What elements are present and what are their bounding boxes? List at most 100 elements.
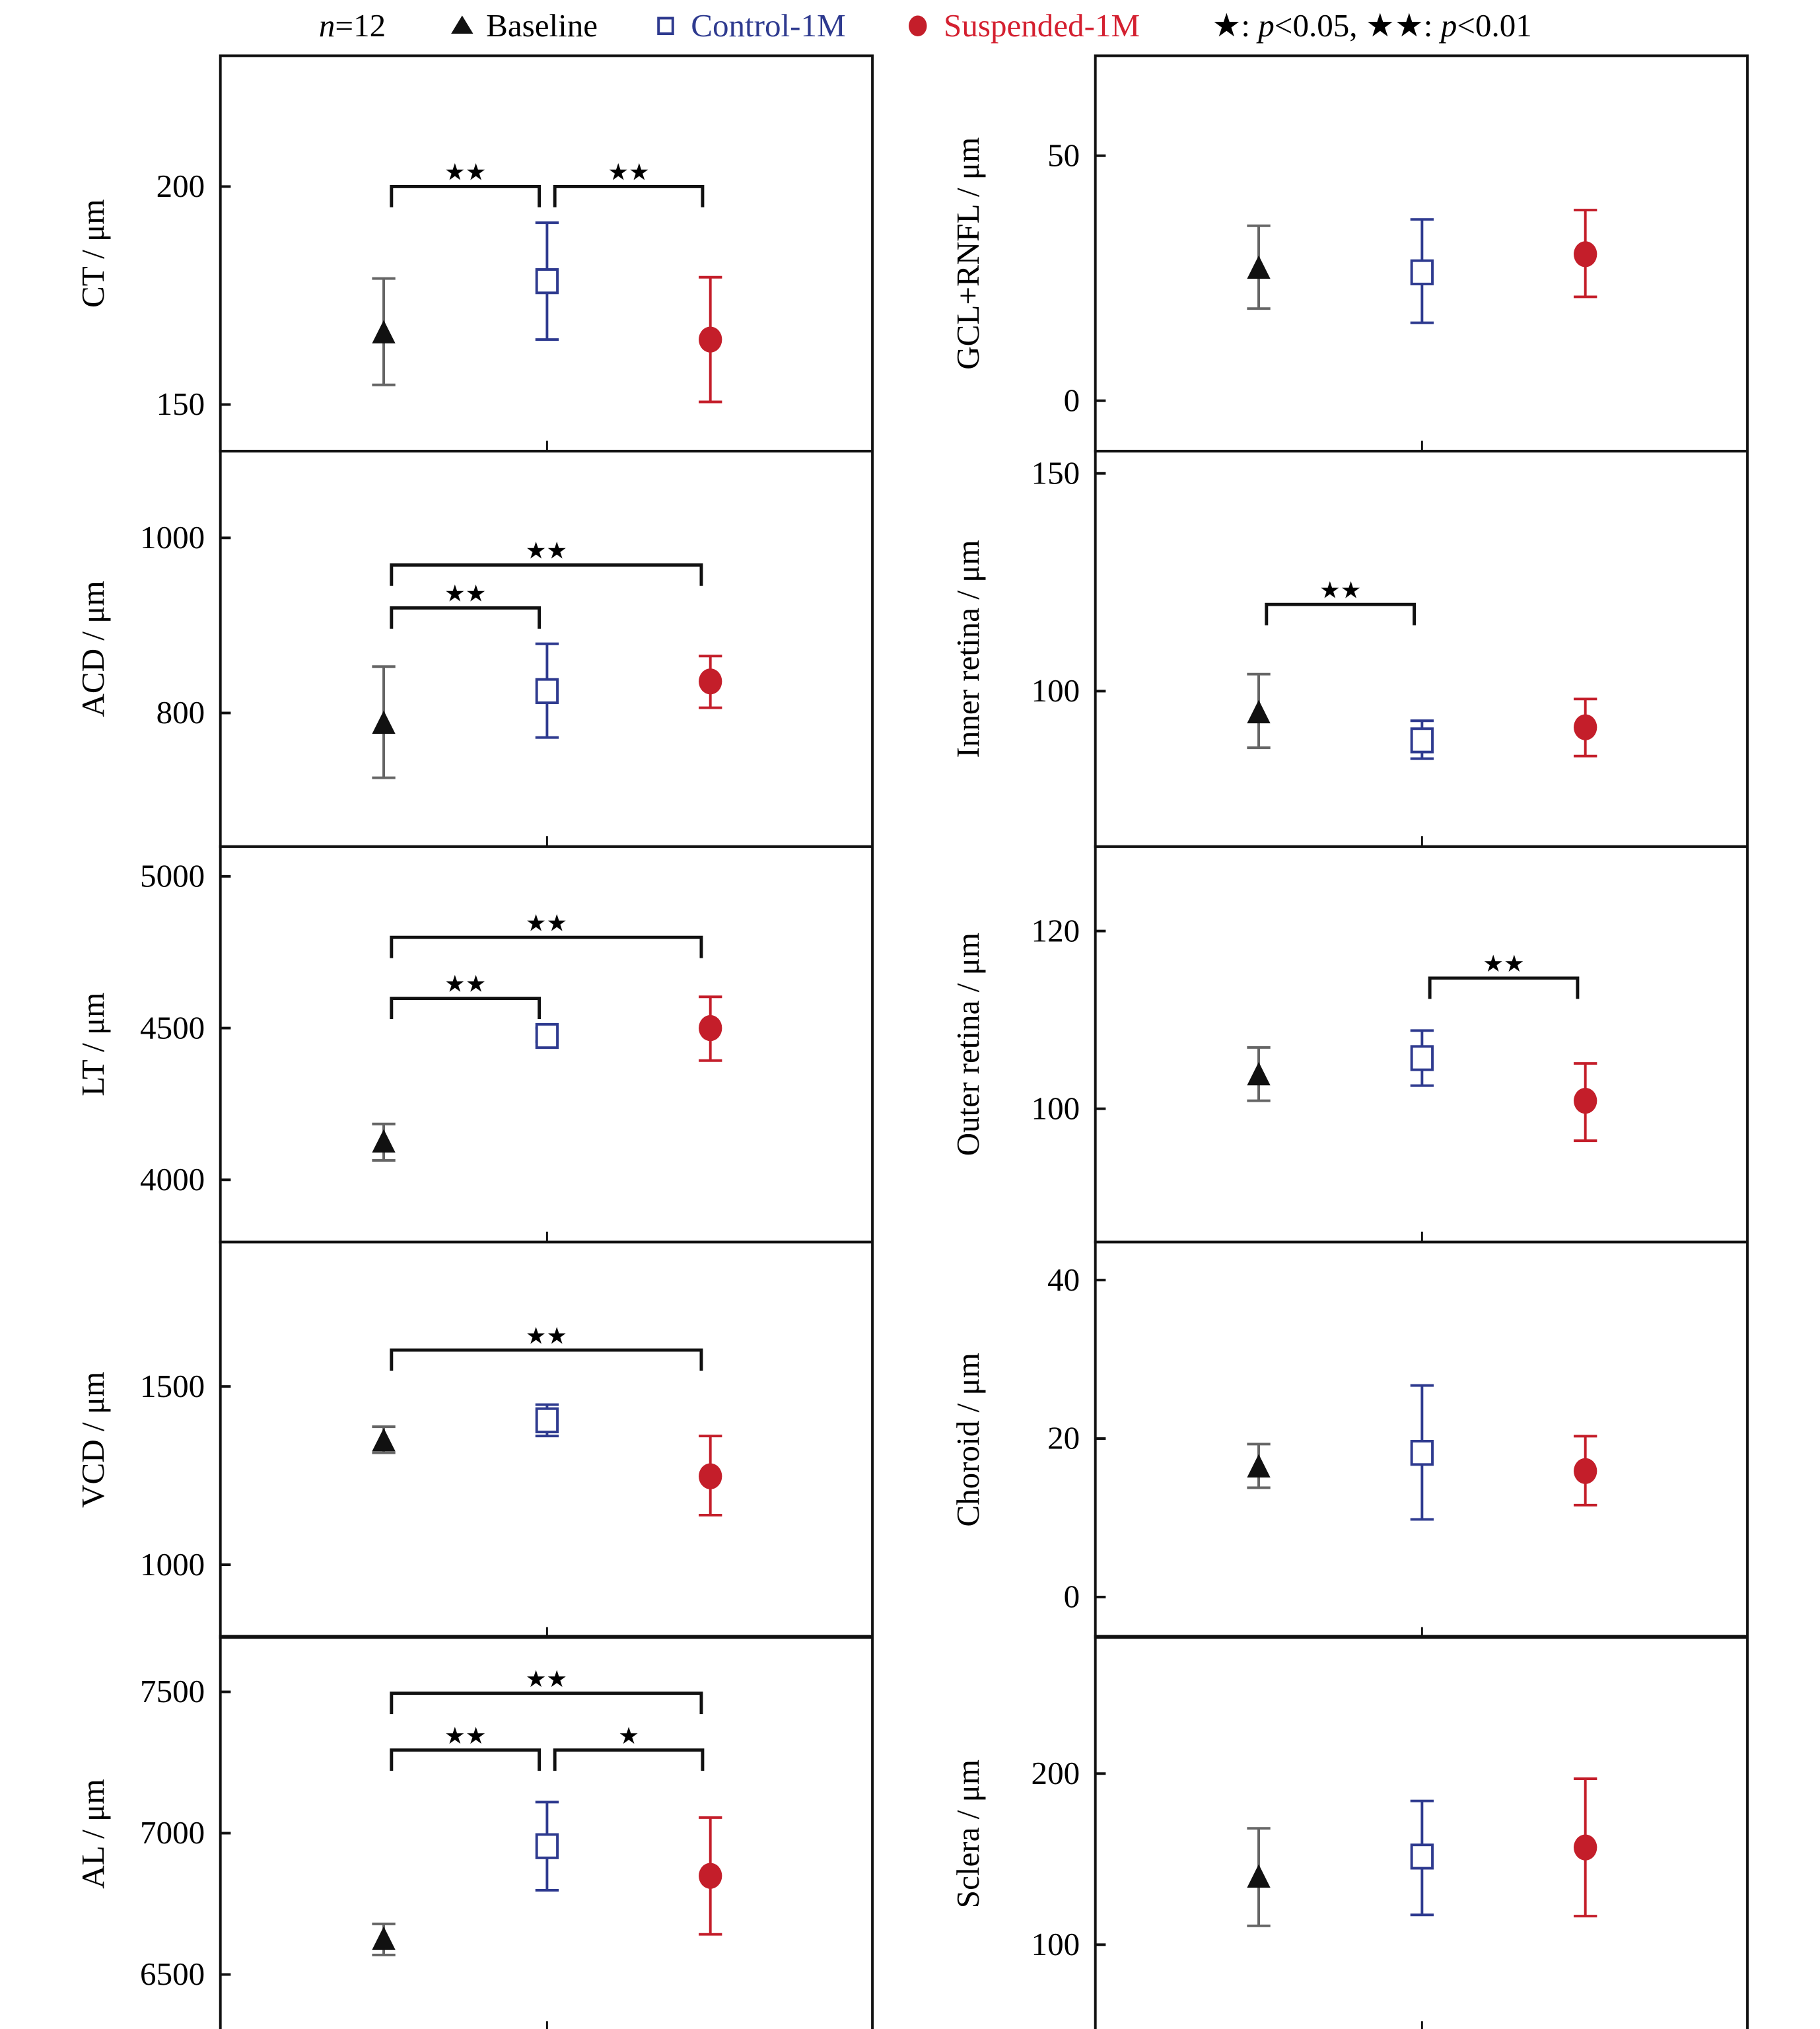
y-tick-label: 7000 bbox=[140, 1814, 205, 1851]
significance-bracket: ★★ bbox=[390, 1322, 703, 1371]
significance-label: ★ bbox=[618, 1723, 639, 1750]
y-tick-label: 6500 bbox=[140, 1956, 205, 1992]
legend-baseline-label: Baseline bbox=[486, 7, 598, 44]
series-baseline bbox=[1247, 1046, 1271, 1102]
y-axis-label: Outer retina / μm bbox=[950, 933, 986, 1156]
panel-acd: 800 1000 ACD / μm ★★ ★★ bbox=[75, 450, 874, 848]
baseline-point bbox=[372, 320, 396, 343]
suspended-point bbox=[699, 1863, 722, 1889]
suspended-point bbox=[1574, 714, 1597, 740]
control-point bbox=[1410, 1843, 1434, 1870]
legend-control-label: Control-1M bbox=[691, 7, 845, 44]
y-tick-label: 0 bbox=[1064, 1579, 1080, 1615]
baseline-point bbox=[1247, 1061, 1271, 1086]
significance-bracket: ★★ bbox=[390, 971, 542, 1019]
series-baseline bbox=[1247, 1442, 1271, 1489]
significance-label: ★★ bbox=[526, 909, 567, 937]
y-tick-label: 150 bbox=[157, 386, 205, 422]
baseline-point bbox=[372, 1428, 396, 1452]
y-tick-label: 1000 bbox=[140, 519, 205, 555]
legend-significance: ★: p<0.05, ★★: p<0.01 bbox=[1212, 7, 1531, 44]
series-baseline bbox=[372, 1122, 396, 1162]
y-tick-label: 1000 bbox=[140, 1546, 205, 1583]
series-baseline bbox=[372, 665, 396, 779]
bracket-line bbox=[390, 184, 542, 207]
series-control-1m bbox=[535, 1800, 559, 1892]
bracket-line bbox=[390, 563, 703, 586]
y-axis-label: VCD / μm bbox=[75, 1372, 111, 1508]
series-suspended-1m bbox=[699, 1816, 722, 1936]
series-control-1m bbox=[535, 1403, 559, 1438]
y-axis-label: GCL+RNFL / μm bbox=[950, 137, 986, 370]
significance-label: ★★ bbox=[444, 581, 486, 608]
bracket-line bbox=[1265, 602, 1417, 625]
suspended-point bbox=[699, 668, 722, 695]
bracket-line bbox=[390, 997, 542, 1019]
series-control-1m bbox=[535, 1022, 559, 1050]
suspended-point bbox=[1574, 1458, 1597, 1484]
series-suspended-1m bbox=[699, 1435, 722, 1516]
series-suspended-1m bbox=[1574, 1435, 1597, 1507]
series-control-1m bbox=[1410, 1029, 1434, 1087]
y-axis-label: CT / μm bbox=[75, 199, 111, 308]
control-point bbox=[535, 1833, 559, 1859]
panel-frame bbox=[1094, 1635, 1749, 2029]
suspended-point bbox=[1574, 241, 1597, 267]
control-point bbox=[1410, 259, 1434, 285]
series-baseline bbox=[1247, 1827, 1271, 1927]
series-baseline bbox=[1247, 224, 1271, 310]
y-tick-label: 200 bbox=[1032, 1755, 1080, 1791]
significance-bracket: ★★ bbox=[1265, 577, 1417, 625]
panel-lt: 4000 4500 5000 LT / μm ★★ ★★ bbox=[75, 845, 874, 1244]
baseline-point bbox=[1247, 1454, 1271, 1477]
baseline-point bbox=[1247, 1864, 1271, 1888]
significance-label: ★★ bbox=[1319, 577, 1361, 604]
baseline-point bbox=[1247, 255, 1271, 279]
significance-label: ★★ bbox=[444, 1723, 486, 1750]
bracket-line bbox=[553, 184, 705, 207]
y-axis-label: Inner retina / μm bbox=[950, 540, 986, 758]
y-tick-label: 50 bbox=[1047, 137, 1080, 173]
y-axis-label: LT / μm bbox=[75, 993, 111, 1096]
series-control-1m bbox=[1410, 1384, 1434, 1521]
y-tick-label: 7500 bbox=[140, 1673, 205, 1709]
bracket-line bbox=[390, 1691, 703, 1715]
panel-choroid: 0 20 40 Choroid / μm bbox=[950, 1240, 1749, 1639]
y-tick-label: 800 bbox=[157, 694, 205, 730]
significance-bracket: ★★ bbox=[390, 538, 703, 586]
panel-frame bbox=[1094, 450, 1749, 848]
panel-sclera: 100 200 Sclera / μm bbox=[950, 1635, 1749, 2029]
baseline-point bbox=[1247, 699, 1271, 724]
significance-label: ★★ bbox=[444, 159, 486, 186]
legend-control-marker bbox=[657, 17, 674, 35]
y-tick-label: 200 bbox=[157, 168, 205, 204]
y-axis-label: Choroid / μm bbox=[950, 1353, 986, 1526]
significance-label: ★★ bbox=[608, 159, 649, 186]
series-baseline bbox=[372, 1425, 396, 1454]
suspended-point bbox=[1574, 1087, 1597, 1114]
y-tick-label: 4000 bbox=[140, 1161, 205, 1197]
y-tick-label: 1500 bbox=[140, 1368, 205, 1404]
control-point bbox=[535, 268, 559, 295]
significance-bracket: ★★ bbox=[390, 1666, 703, 1715]
legend-baseline-marker bbox=[451, 15, 473, 34]
significance-bracket: ★ bbox=[553, 1723, 705, 1771]
panel-vcd: 1000 1500 VCD / μm ★★ bbox=[75, 1240, 874, 1639]
control-point bbox=[1410, 1440, 1434, 1466]
legend-suspended-label: Suspended-1M bbox=[944, 7, 1140, 44]
y-tick-label: 100 bbox=[1032, 1090, 1080, 1126]
y-tick-label: 4500 bbox=[140, 1009, 205, 1046]
suspended-point bbox=[699, 1463, 722, 1489]
bracket-line bbox=[390, 935, 703, 958]
panel-outer-retina: 100 120 Outer retina / μm ★★ bbox=[950, 845, 1749, 1244]
y-tick-label: 120 bbox=[1032, 912, 1080, 948]
significance-bracket: ★★ bbox=[390, 1723, 542, 1771]
panel-inner-retina: 100 150 Inner retina / μm ★★ bbox=[950, 450, 1749, 848]
y-tick-label: 0 bbox=[1064, 382, 1080, 418]
panel-ct: 150 200 CT / μm ★★ ★★ bbox=[75, 54, 874, 453]
series-suspended-1m bbox=[699, 275, 722, 404]
series-baseline bbox=[1247, 672, 1271, 750]
series-suspended-1m bbox=[699, 655, 722, 709]
significance-bracket: ★★ bbox=[1428, 950, 1580, 999]
